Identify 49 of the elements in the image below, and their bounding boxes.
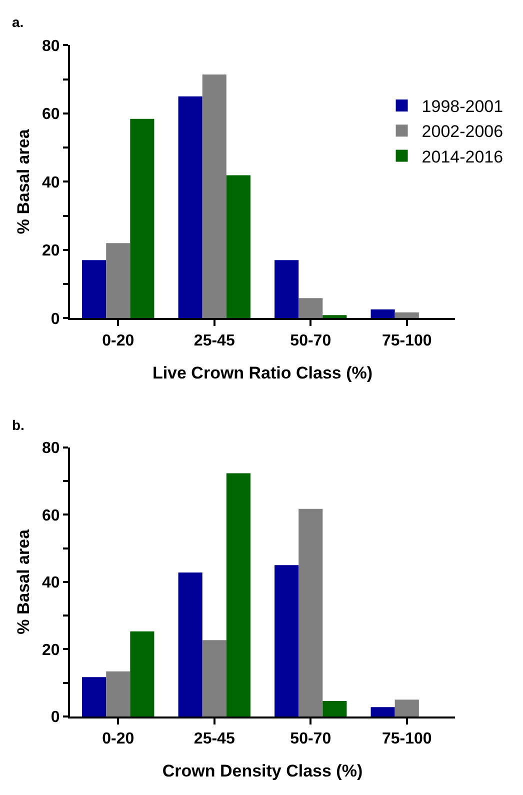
bar	[370, 707, 395, 716]
y-tick-label: 0	[50, 709, 60, 726]
x-tick-label: 0-20	[102, 332, 134, 350]
bar	[274, 565, 299, 716]
bar	[298, 298, 323, 318]
bar	[394, 700, 419, 716]
bar	[226, 175, 250, 318]
bar	[130, 118, 154, 318]
x-axis-title: Crown Density Class (%)	[162, 762, 363, 781]
x-tick-label: 50-70	[290, 332, 332, 350]
y-tick-label: 80	[42, 38, 60, 55]
text: a.	[12, 14, 24, 30]
bar	[130, 631, 154, 716]
bar	[394, 312, 419, 318]
x-tick-label: 75-100	[382, 730, 432, 748]
y-tick-label: 20	[42, 242, 60, 260]
y-tick-label: 60	[42, 106, 60, 124]
y-tick-label: 0	[50, 310, 60, 328]
bar	[178, 572, 202, 716]
bar	[178, 96, 202, 318]
y-axis-title: % Basal area	[14, 128, 34, 234]
legend-label: 1998-2001	[422, 97, 504, 116]
bar	[322, 701, 347, 716]
bar	[106, 671, 130, 716]
x-tick-label: 25-45	[194, 730, 235, 748]
x-tick-label: 0-20	[102, 730, 134, 748]
x-tick-label: 50-70	[290, 730, 332, 748]
bar	[274, 260, 299, 318]
bar	[82, 260, 106, 318]
x-axis-title: Live Crown Ratio Class (%)	[152, 363, 373, 382]
legend-label: 2002-2006	[422, 122, 504, 142]
legend-label: 2014-2016	[422, 147, 504, 166]
y-tick-label: 40	[42, 174, 60, 192]
x-tick-label: 25-45	[194, 332, 235, 350]
text: b.	[12, 417, 24, 433]
bar	[106, 243, 130, 318]
y-tick-label: 80	[42, 440, 60, 457]
bar	[370, 309, 395, 318]
bar	[82, 677, 106, 716]
y-tick-label: 20	[42, 642, 60, 659]
bar	[298, 508, 323, 716]
bar	[226, 473, 250, 716]
y-tick-label: 40	[42, 574, 60, 592]
bar	[202, 640, 226, 716]
y-axis-title: % Basal area	[14, 528, 34, 634]
y-tick-label: 60	[42, 507, 60, 524]
x-tick-label: 75-100	[382, 332, 432, 350]
bar	[322, 315, 347, 318]
bar	[202, 74, 226, 318]
